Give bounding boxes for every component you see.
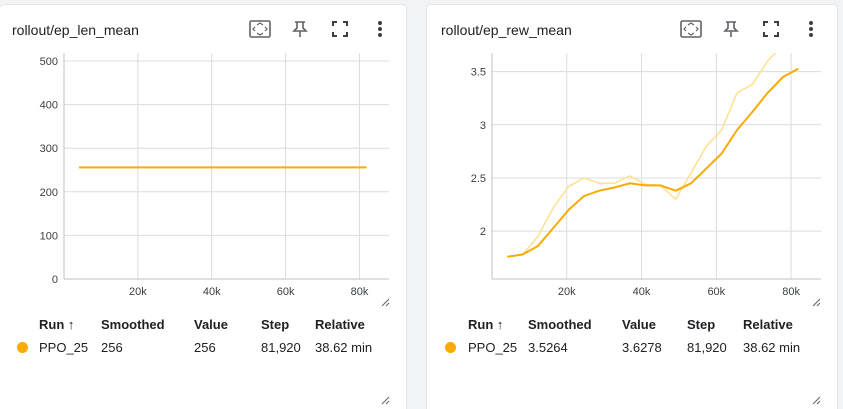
- x-tick-label: 40k: [633, 286, 651, 298]
- header-relative: Relative: [743, 317, 793, 332]
- more-vert-icon: [809, 21, 813, 37]
- cell-smoothed: 256: [101, 340, 123, 355]
- fit-domain-icon: [680, 20, 702, 38]
- run-color-dot: [17, 342, 28, 353]
- header-value: Value: [622, 317, 656, 332]
- cell-value: 3.6278: [622, 340, 662, 355]
- cell-smoothed: 3.5264: [528, 340, 568, 355]
- run-color-dot: [445, 342, 456, 353]
- pin-icon: [292, 21, 308, 37]
- fullscreen-button[interactable]: [328, 17, 352, 41]
- x-tick-label: 60k: [277, 286, 295, 298]
- y-tick-label: 2.5: [471, 173, 486, 185]
- series-line-raw: [507, 53, 777, 258]
- y-tick-label: 3.5: [471, 67, 486, 79]
- x-tick-label: 80k: [351, 286, 369, 298]
- card-toolbar: [679, 17, 823, 41]
- cell-run: PPO_25: [39, 340, 89, 355]
- y-tick-label: 400: [40, 100, 58, 112]
- y-tick-label: 200: [40, 187, 58, 199]
- cell-step: 81,920: [261, 340, 301, 355]
- header-smoothed: Smoothed: [528, 317, 592, 332]
- pin-button[interactable]: [719, 17, 743, 41]
- cell-run: PPO_25: [468, 340, 518, 355]
- fullscreen-icon: [332, 21, 348, 37]
- x-tick-label: 40k: [203, 286, 221, 298]
- series-line-smoothed: [507, 67, 799, 258]
- resize-handle-icon[interactable]: [380, 297, 390, 307]
- line-chart: 0 100 200 300 400 500 20k 40k 60k 80k: [40, 53, 389, 298]
- header-step: Step: [687, 317, 716, 332]
- y-tick-label: 100: [40, 230, 58, 242]
- fullscreen-icon: [763, 21, 779, 37]
- header-run[interactable]: Run ↑: [468, 317, 504, 332]
- line-chart: 2 2.5 3 3.5 20k 40k 60k 80k: [471, 53, 821, 298]
- header-relative: Relative: [315, 317, 365, 332]
- resize-handle-icon[interactable]: [380, 395, 390, 405]
- card-title: rollout/ep_len_mean: [12, 22, 139, 38]
- more-options-button[interactable]: [799, 17, 823, 41]
- fit-domain-button[interactable]: [248, 17, 272, 41]
- cell-value: 256: [194, 340, 216, 355]
- fit-domain-icon: [249, 20, 271, 38]
- header-value: Value: [194, 317, 228, 332]
- y-tick-label: 0: [52, 274, 58, 286]
- more-vert-icon: [378, 21, 382, 37]
- fit-domain-button[interactable]: [679, 17, 703, 41]
- pin-button[interactable]: [288, 17, 312, 41]
- x-tick-label: 20k: [558, 286, 576, 298]
- header-run[interactable]: Run ↑: [39, 317, 75, 332]
- cell-relative: 38.62 min: [743, 340, 801, 355]
- header-smoothed: Smoothed: [101, 317, 165, 332]
- more-options-button[interactable]: [368, 17, 392, 41]
- y-tick-label: 3: [480, 120, 486, 132]
- chart-card-ep-rew-mean: rollout/ep_rew_mean 2 2.5 3 3.5 20k 40k 60k 80k…: [427, 5, 837, 409]
- x-tick-label: 20k: [129, 286, 147, 298]
- y-tick-label: 500: [40, 56, 58, 68]
- header-step: Step: [261, 317, 290, 332]
- resize-handle-icon[interactable]: [811, 395, 821, 405]
- resize-handle-icon[interactable]: [811, 297, 821, 307]
- card-title: rollout/ep_rew_mean: [441, 22, 572, 38]
- pin-icon: [723, 21, 739, 37]
- fullscreen-button[interactable]: [759, 17, 783, 41]
- x-tick-label: 60k: [707, 286, 725, 298]
- x-tick-label: 80k: [782, 286, 800, 298]
- cell-step: 81,920: [687, 340, 727, 355]
- y-tick-label: 2: [480, 226, 486, 238]
- cell-relative: 38.62 min: [315, 340, 373, 355]
- chart-card-ep-len-mean: rollout/ep_len_mean 0 100 200 300 400 500 20k 4…: [0, 5, 406, 409]
- y-tick-label: 300: [40, 143, 58, 155]
- card-toolbar: [248, 17, 392, 41]
